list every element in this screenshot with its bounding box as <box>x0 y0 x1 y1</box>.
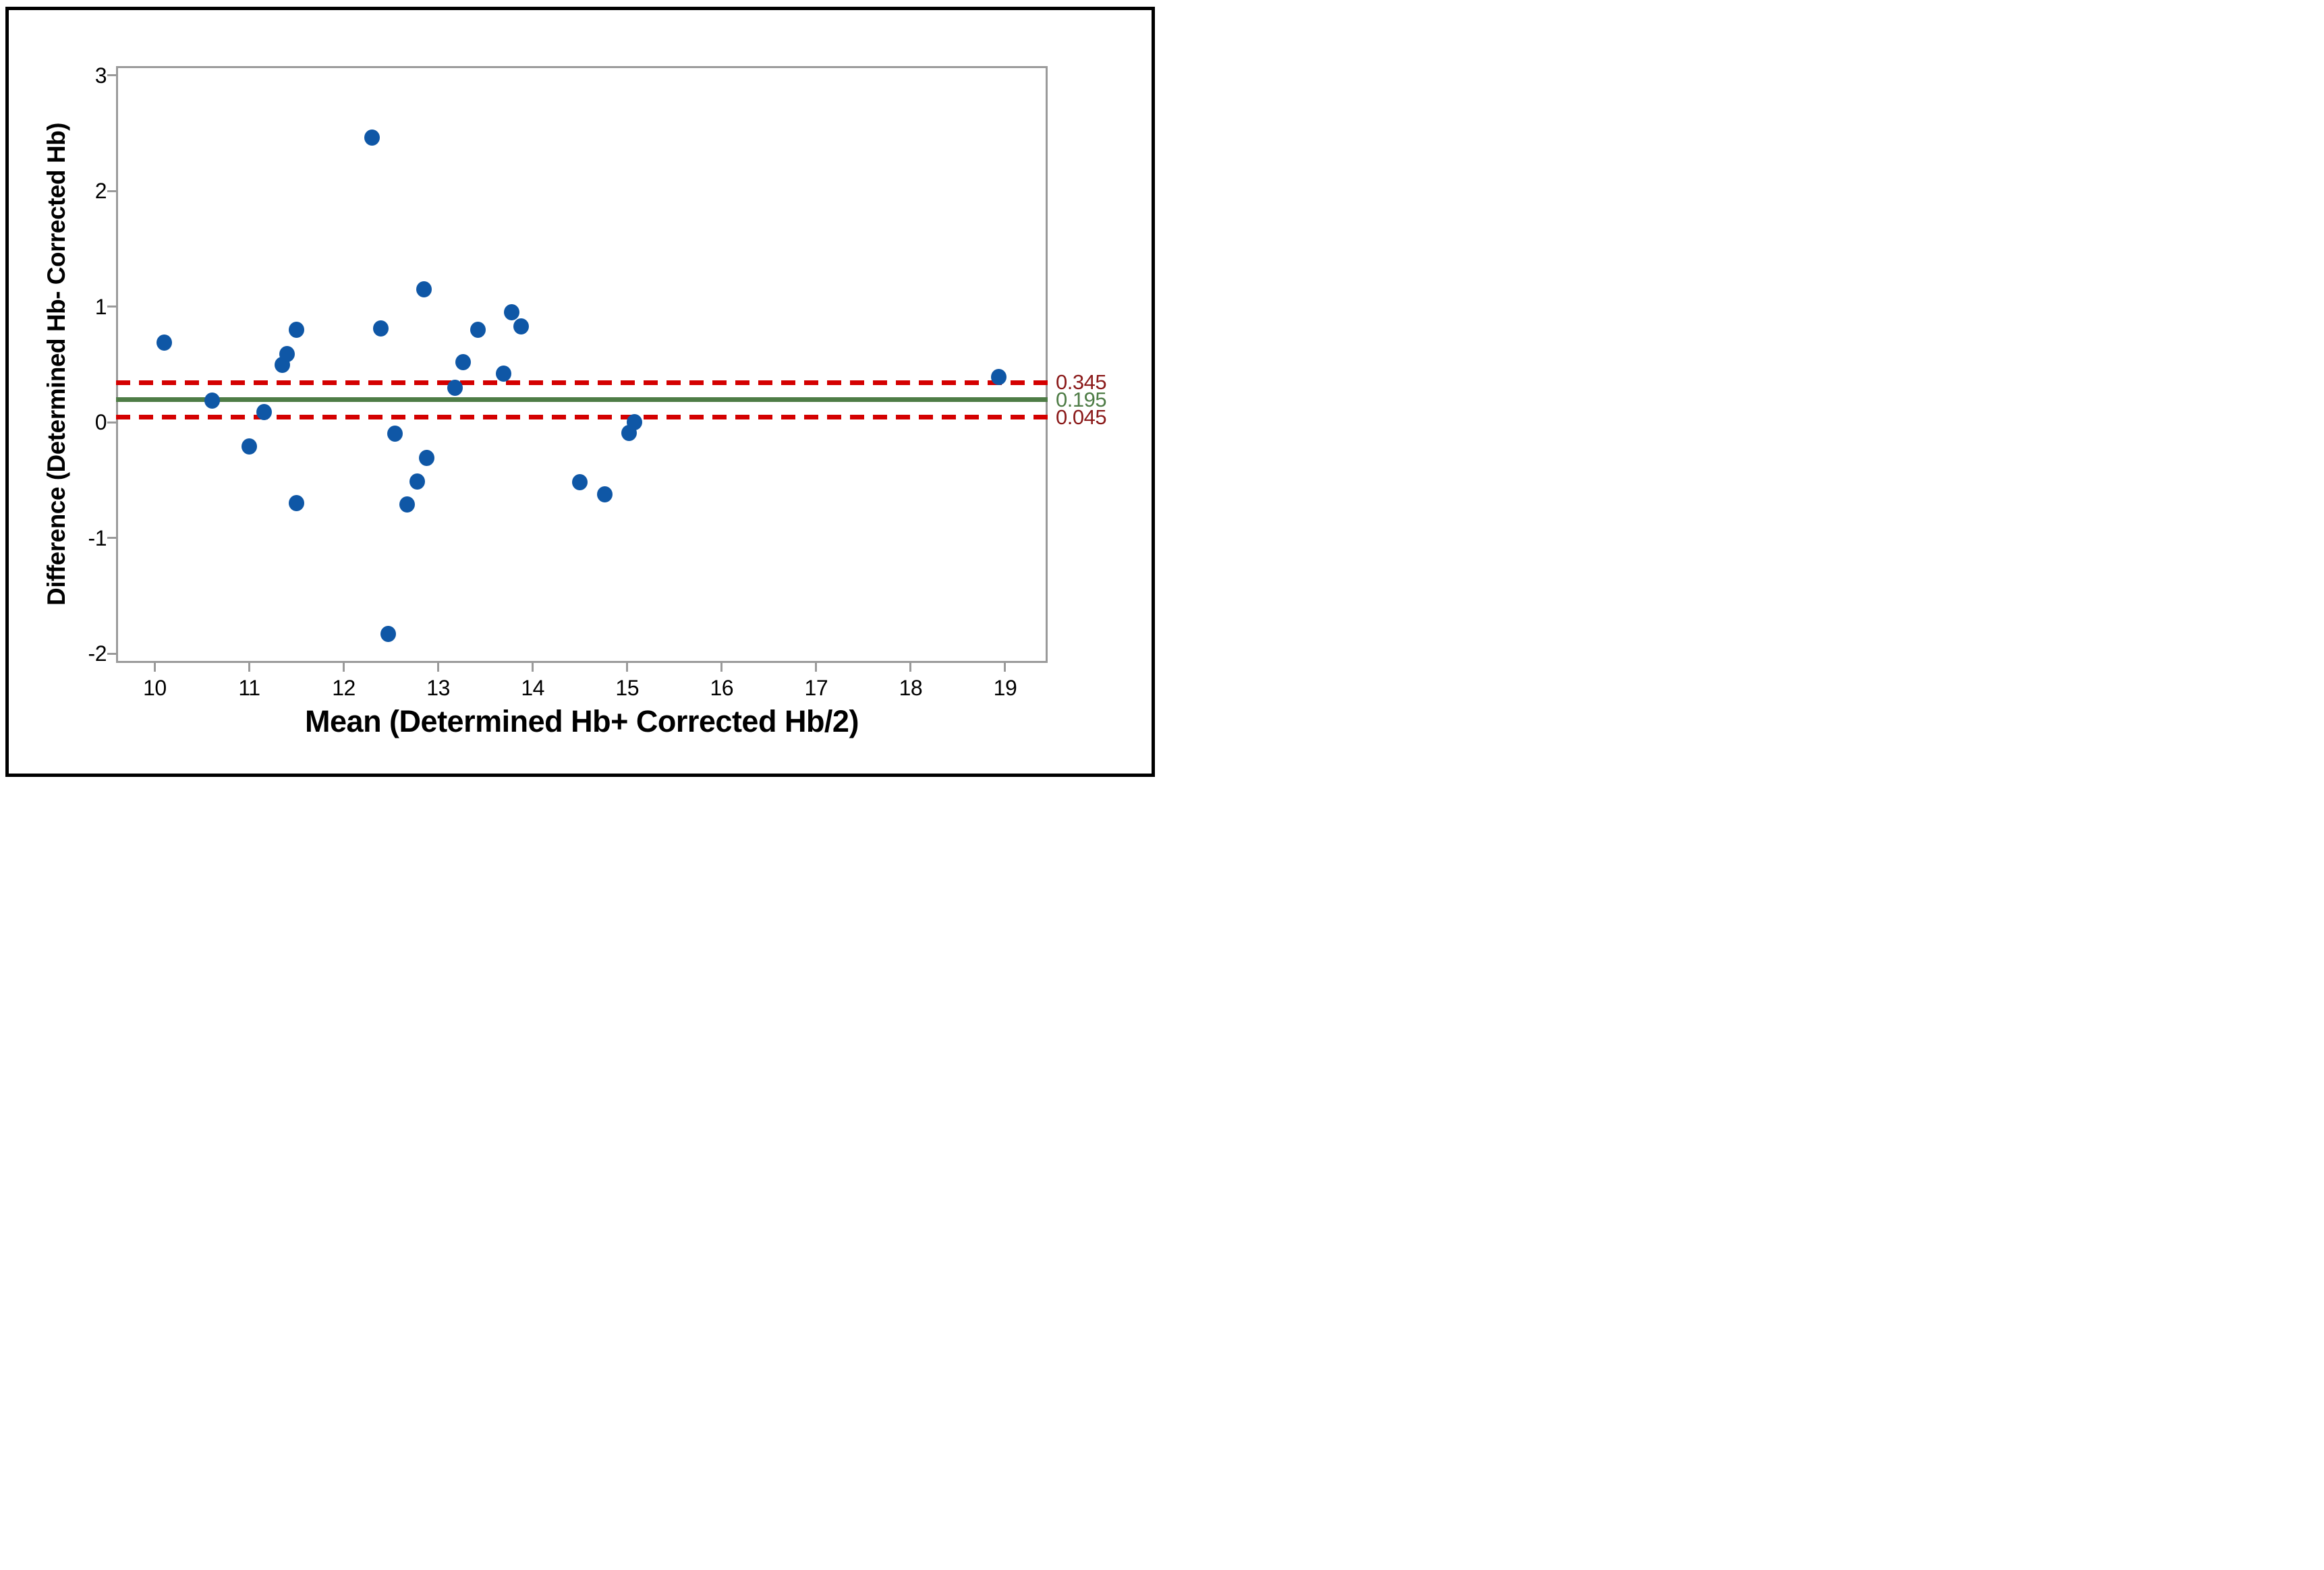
x-axis-title: Mean (Determined Hb+ Corrected Hb/2) <box>305 704 859 738</box>
figure: 10 11 12 13 14 15 16 17 18 19 3 2 1 0 -1 -2 0.345 0.195… <box>0 0 1162 785</box>
figure-border <box>5 7 1155 777</box>
plot-area <box>116 66 1048 663</box>
y-axis-title: Difference (Determined Hb- Corrected Hb) <box>42 122 70 606</box>
